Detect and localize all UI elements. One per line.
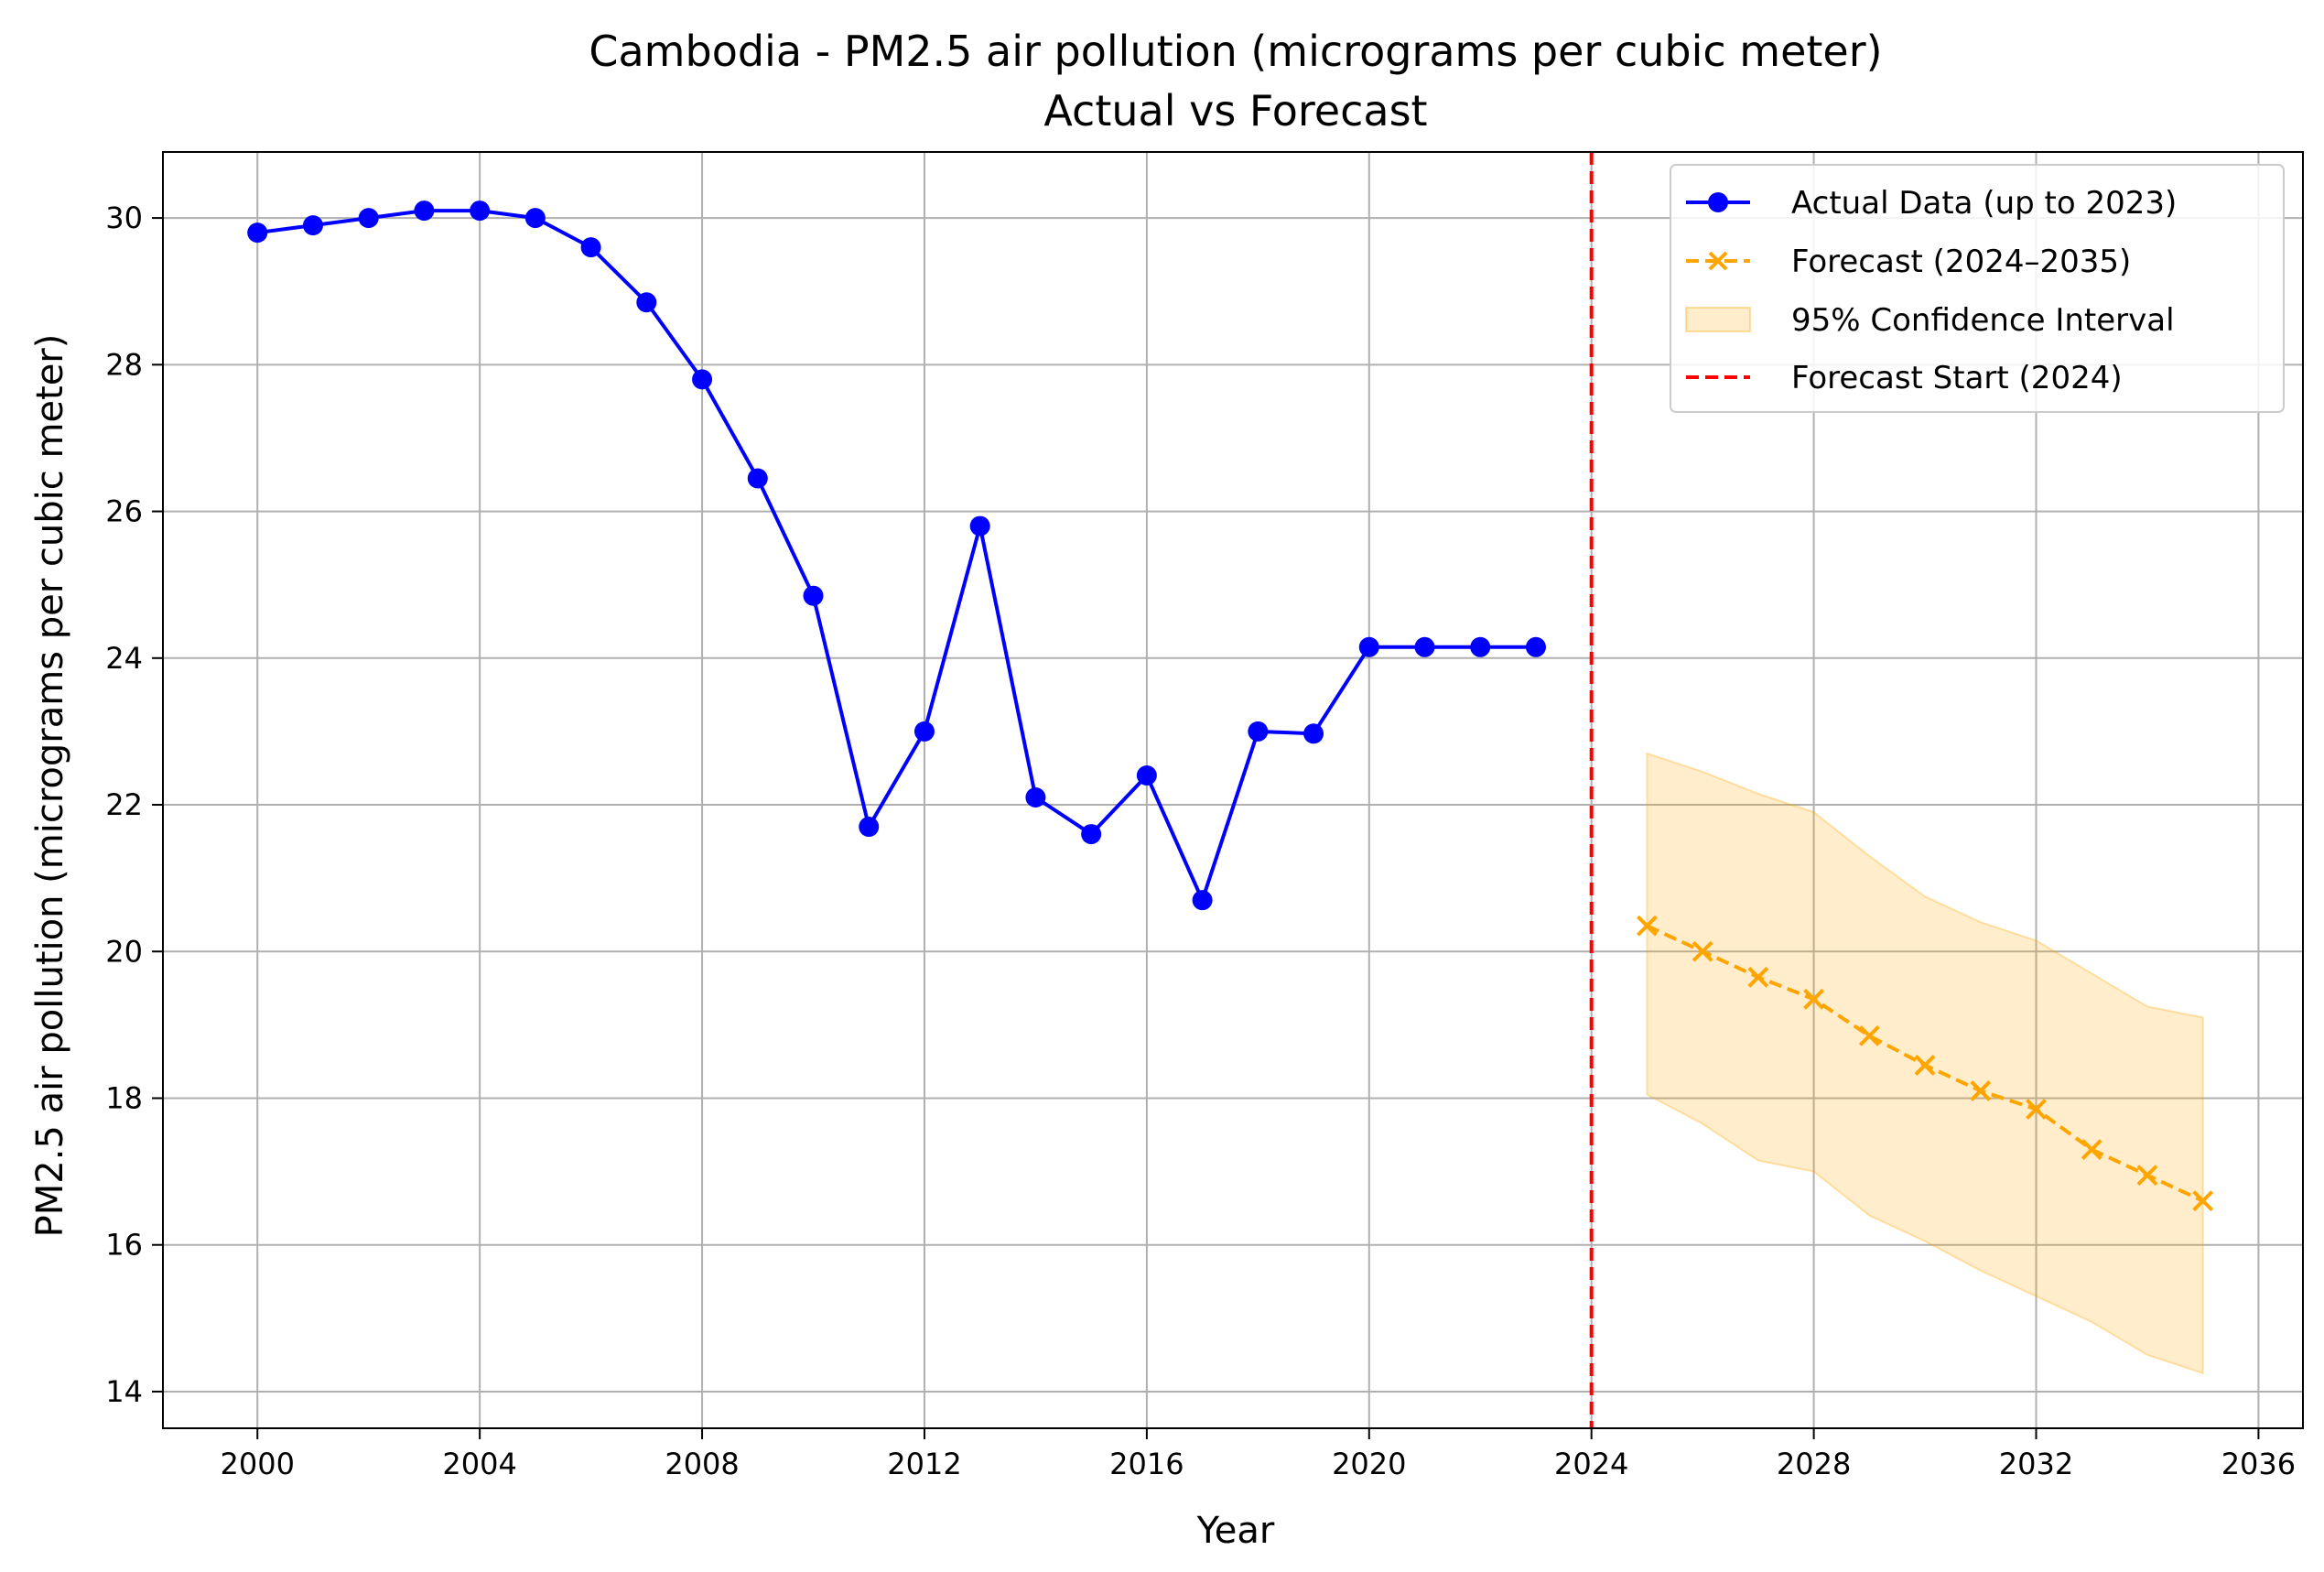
y-tick-label: 14: [105, 1374, 143, 1409]
y-tick-label: 30: [105, 201, 143, 235]
forecast-data-point: [2026, 1099, 2047, 1120]
y-tick-label: 18: [105, 1080, 143, 1115]
forecast-data-point: [1747, 966, 1769, 988]
y-tick-label: 26: [105, 494, 143, 529]
actual-series-line: [256, 209, 1536, 903]
x-tick-label: 2032: [1999, 1447, 2073, 1481]
x-tick-label: 2000: [221, 1447, 295, 1481]
y-tick-label: 22: [105, 787, 143, 822]
x-axis-label: Year: [1196, 1510, 1275, 1552]
legend-label-ci: 95% Confidence Interval: [1791, 302, 2175, 339]
actual-data-point: [302, 215, 323, 236]
legend-marker-actual: [1708, 192, 1728, 212]
actual-data-point: [358, 208, 379, 229]
y-tick-label: 28: [105, 347, 143, 382]
legend-swatch-ci: [1685, 307, 1751, 332]
forecast-data-point: [1692, 940, 1713, 962]
y-axis-label: PM2.5 air pollution (micrograms per cubi…: [29, 334, 71, 1238]
forecast-data-point: [1970, 1080, 1992, 1101]
actual-data-point: [1136, 764, 1157, 786]
actual-data-point: [1358, 636, 1379, 657]
plot-frame: [162, 151, 2304, 1429]
forecast-data-point: [1914, 1055, 1936, 1076]
y-tick-label: 20: [105, 934, 143, 969]
actual-data-point: [913, 721, 935, 742]
chart-title: Cambodia - PM2.5 air pollution (microgra…: [589, 27, 1882, 76]
actual-data-point: [1248, 721, 1269, 742]
x-tick-label: 2012: [887, 1447, 961, 1481]
actual-data-point: [747, 468, 768, 489]
actual-data-point: [636, 292, 657, 313]
legend-marker-forecast: [1708, 251, 1728, 271]
actual-data-point: [1081, 824, 1102, 845]
y-tick-label: 24: [105, 641, 143, 676]
actual-data-point: [1192, 890, 1213, 911]
chart-subtitle: Actual vs Forecast: [1043, 86, 1427, 136]
x-tick-label: 2024: [1554, 1447, 1628, 1481]
actual-data-point: [969, 515, 990, 537]
actual-data-point: [414, 201, 435, 222]
actual-data-point: [470, 201, 491, 222]
forecast-data-point: [1858, 1025, 1880, 1046]
actual-data-point: [524, 208, 546, 229]
x-tick-label: 2036: [2221, 1447, 2296, 1481]
series-layer: [247, 201, 2214, 1212]
legend: Actual Data (up to 2023) Forecast (2024–…: [1670, 164, 2285, 413]
legend-label-forecast-start: Forecast Start (2024): [1791, 360, 2123, 396]
axis-ticks: 2000 2004 2008 2012 2016 2020 2024 2028 2032 2036…: [105, 201, 2296, 1481]
x-tick-label: 2004: [442, 1447, 516, 1481]
legend-frame: [1670, 164, 2285, 413]
x-tick-label: 2016: [1109, 1447, 1184, 1481]
actual-data-point: [692, 369, 713, 390]
grid: [163, 152, 2303, 1428]
actual-data-point: [580, 237, 601, 258]
forecast-data-point: [1637, 915, 1658, 937]
actual-data-point: [1303, 723, 1324, 744]
actual-data-point: [859, 817, 880, 838]
forecast-data-point: [2192, 1190, 2214, 1212]
actual-data-point: [247, 222, 268, 244]
actual-data-point: [1025, 787, 1046, 808]
y-tick-label: 16: [105, 1228, 143, 1263]
x-tick-label: 2020: [1332, 1447, 1406, 1481]
x-tick-label: 2008: [665, 1447, 739, 1481]
x-tick-label: 2028: [1777, 1447, 1851, 1481]
actual-data-point: [1470, 636, 1491, 657]
forecast-data-point: [2136, 1165, 2158, 1187]
legend-label-actual: Actual Data (up to 2023): [1791, 185, 2177, 222]
actual-data-point: [803, 585, 824, 606]
actual-data-point: [1525, 636, 1546, 657]
legend-label-forecast: Forecast (2024–2035): [1791, 244, 2131, 280]
forecast-data-point: [2081, 1139, 2102, 1160]
forecast-data-point: [1803, 988, 1825, 1010]
actual-data-point: [1414, 636, 1435, 657]
